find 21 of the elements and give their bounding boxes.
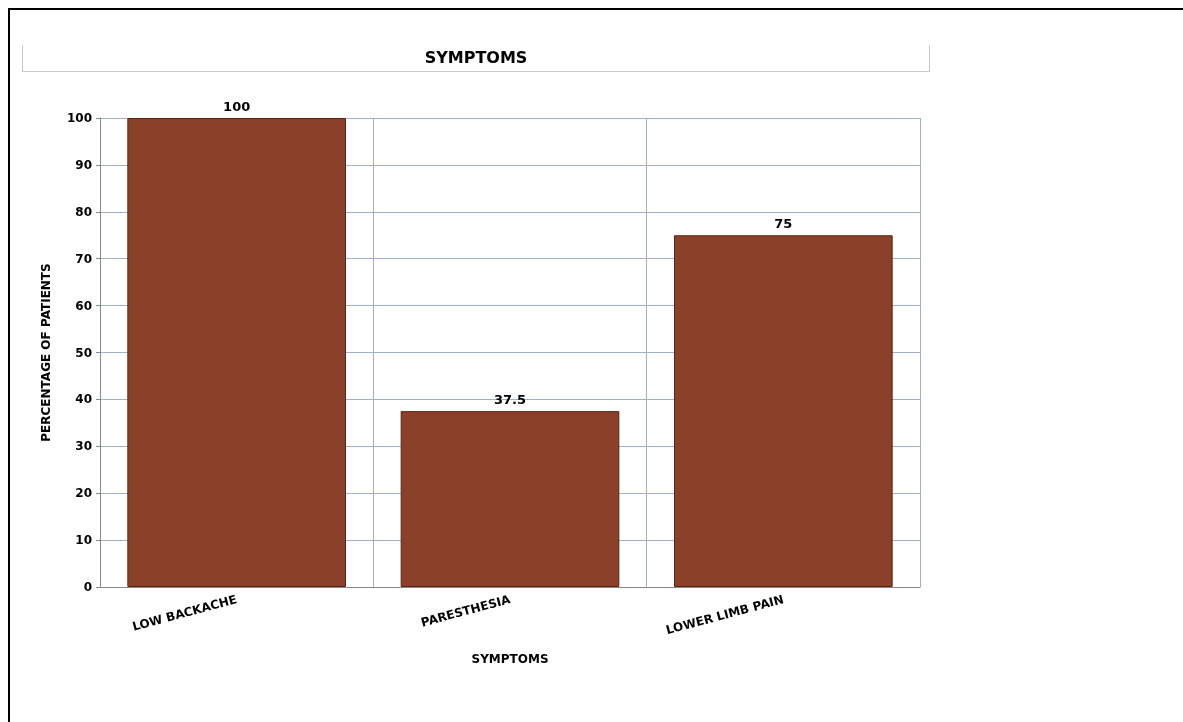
chart-title: SYMPTOMS — [22, 45, 930, 72]
bar — [127, 118, 346, 587]
y-tick-label: 70 — [75, 251, 92, 266]
y-tick-label: 0 — [83, 580, 92, 594]
y-tick-label: 30 — [75, 439, 92, 454]
y-axis-title: PERCENTAGE OF PATIENTS — [39, 263, 53, 442]
x-axis-title: SYMPTOMS — [471, 652, 549, 666]
y-tick-label: 100 — [66, 111, 92, 125]
y-tick-label: 20 — [75, 486, 92, 501]
data-label: 100 — [223, 99, 251, 114]
x-tick-label: LOWER LIMB PAIN — [664, 592, 786, 638]
y-tick-label: 80 — [75, 204, 92, 219]
bar — [400, 411, 620, 587]
data-label: 37.5 — [493, 392, 527, 408]
y-tick-label: 10 — [75, 533, 92, 548]
bar — [674, 235, 893, 587]
data-label: 75 — [774, 216, 793, 232]
y-tick-label: 90 — [75, 157, 92, 172]
y-tick-label: 60 — [75, 298, 92, 313]
y-tick-label: 40 — [75, 392, 92, 407]
y-tick-label: 50 — [75, 345, 92, 360]
